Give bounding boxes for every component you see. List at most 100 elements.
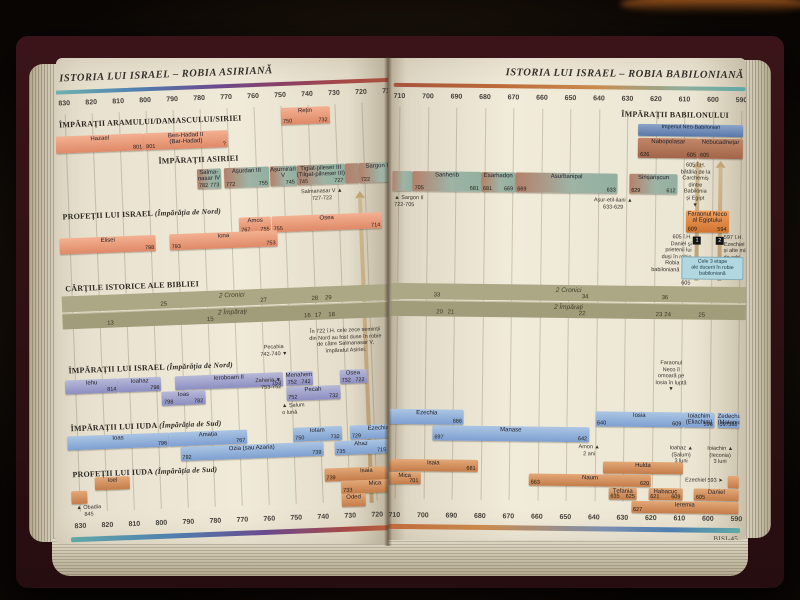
note-robia-babiloniana: Robia babiloniană bbox=[651, 260, 680, 273]
section-header-babilon: ÎMPĂRAȚII BABILONULUI bbox=[621, 109, 729, 120]
axis-year-bottom: 700 bbox=[416, 512, 429, 520]
note-ioahaz: Ioahaz ▲ (Șalum) 3 luni bbox=[669, 445, 693, 465]
note-ioiachin: Ioiachin ▲ (Ieconia) 3 luni bbox=[707, 445, 734, 466]
chapter-number: 15 bbox=[206, 316, 214, 323]
axis-year-bottom: 630 bbox=[616, 514, 629, 522]
axis-year-top: 720 bbox=[355, 88, 367, 97]
note-ezechiel-593: Ezechiel 593 ➤ bbox=[685, 477, 723, 484]
left-page-title: ISTORIA LUI ISRAEL – ROBIA ASIRIANĂ bbox=[59, 65, 273, 85]
chapter-number: 29 bbox=[324, 295, 332, 302]
bar-end-year: 609 bbox=[671, 494, 681, 501]
axis-year-top: 810 bbox=[112, 97, 125, 106]
bar-label: Hazael bbox=[90, 135, 110, 143]
deportation-stage-marker: 1 bbox=[692, 236, 702, 245]
axis-year-bottom: 770 bbox=[236, 516, 249, 524]
bar-label: Iona bbox=[217, 233, 230, 240]
open-book: ISTORIA LUI ISRAEL – ROBIA ASIRIANĂ BISI… bbox=[16, 36, 784, 588]
bar-segment bbox=[344, 163, 360, 184]
bar-ioahaz: Ioahaz 798 bbox=[117, 376, 162, 393]
axis-year-bottom: 610 bbox=[673, 515, 686, 523]
bar-label: Ioel bbox=[107, 477, 118, 484]
page-stack-left bbox=[29, 64, 57, 542]
axis-year-top: 830 bbox=[58, 100, 71, 108]
bar-iotam: Iotam 750 732 bbox=[292, 425, 342, 442]
bar-end-year: 594 bbox=[717, 226, 727, 233]
bar-elisei: Elisei 798 bbox=[59, 234, 157, 255]
bar-label: Naum bbox=[582, 475, 599, 482]
axis-year-top: 690 bbox=[450, 93, 463, 101]
bar-start-year: 732 bbox=[341, 377, 351, 384]
axis-year-bottom: 800 bbox=[155, 519, 168, 528]
bar-start-year: 750 bbox=[295, 435, 305, 442]
axis-year-bottom: 750 bbox=[290, 514, 303, 522]
axis-year-top: 680 bbox=[479, 93, 491, 102]
bar-start-year: 735 bbox=[336, 448, 346, 456]
bar-nabopolasar: Nabopolasar 626 605 bbox=[638, 137, 699, 159]
bar-end-year: 727 bbox=[334, 177, 344, 184]
bar-end-year: 620 bbox=[640, 480, 650, 488]
bar-label: Esarhadon bbox=[483, 172, 513, 180]
bar-end-year: 773 bbox=[210, 182, 220, 189]
bar-label: Iosia bbox=[632, 412, 646, 419]
bar-end-year: 701 bbox=[409, 478, 419, 485]
axis-year-top: 800 bbox=[139, 96, 152, 105]
bar-mica: Mica 701 bbox=[388, 471, 421, 485]
bar-end-year: 739 bbox=[312, 449, 322, 457]
chapter-number: 33 bbox=[433, 292, 441, 299]
bar-end-year: 782 bbox=[194, 398, 204, 405]
bar-isaia: Isaia 681 bbox=[388, 458, 478, 472]
bar-segment bbox=[71, 490, 88, 505]
axis-year-bottom: 760 bbox=[263, 515, 276, 523]
bar-manase: Manase 697 642 bbox=[432, 425, 590, 443]
axis-year-top: 620 bbox=[650, 95, 662, 104]
right-page: ISTORIA LUI ISRAEL – ROBIA BABILONIANĂ B… bbox=[388, 58, 746, 540]
bar-start-year: 627 bbox=[632, 506, 643, 513]
bar-label: Rețin bbox=[297, 107, 313, 115]
bar-start-year: 745 bbox=[298, 178, 309, 186]
bar-end-year: 605 bbox=[686, 152, 697, 159]
page-stack-bottom bbox=[52, 538, 748, 576]
bar-tiglat-pileser-iii-tilgat-pilneser-iii: Tiglat-pileser III (Tilgat-pilneser III)… bbox=[296, 163, 346, 186]
axis-year-bottom: 660 bbox=[530, 513, 543, 521]
note-zaharia: Zaharia ▼ 753-752 bbox=[255, 377, 282, 391]
bar-menahem: Menahem 752 742 bbox=[285, 370, 313, 386]
axis-year-top: 590 bbox=[735, 97, 746, 105]
right-page-title: ISTORIA LUI ISRAEL – ROBIA BABILONIANĂ bbox=[505, 67, 744, 82]
axis-year-bottom: 590 bbox=[730, 515, 743, 524]
bar-end-year: 732 bbox=[328, 392, 339, 400]
bar-end-year: 814 bbox=[107, 386, 117, 393]
bar-label: Elisei bbox=[100, 237, 115, 244]
axis-year-top: 790 bbox=[166, 95, 179, 104]
bar-start-year: 772 bbox=[225, 181, 236, 189]
section-header-prof-israel: PROFEȚII LUI ISRAEL (Împărăția de Nord) bbox=[62, 206, 222, 222]
axis-year-bottom: 670 bbox=[502, 513, 515, 521]
axis-year-bottom: 600 bbox=[701, 515, 714, 523]
bar-end-year: 732 bbox=[330, 433, 340, 441]
left-page-number: BISI-44 bbox=[73, 543, 98, 544]
axis-year-top: 780 bbox=[193, 94, 206, 103]
bar-label: Manase bbox=[500, 427, 522, 434]
axis-year-top: 670 bbox=[507, 94, 520, 102]
bar-salma-nasar-iv: Salma- nasar IV 782 773 bbox=[196, 168, 222, 190]
axis-year-top: 610 bbox=[678, 96, 691, 104]
bar-label: Ezechia bbox=[416, 410, 438, 417]
chapter-number: 18 bbox=[328, 312, 336, 319]
bar-label: Nabopolasar bbox=[651, 138, 686, 146]
bar-așurnirari-v: Așurnirari V 745 bbox=[269, 165, 298, 187]
axis-year-bottom: 810 bbox=[128, 520, 141, 529]
bar-esarhadon: Esarhadon 681 669 bbox=[480, 171, 516, 193]
bar-iosia: Iosia 640 609 bbox=[594, 411, 684, 428]
bar-ahaz: Ahaz 735 715 bbox=[333, 439, 388, 456]
bar-label: Așurdan III bbox=[231, 167, 262, 175]
bar-start-year: 722 bbox=[360, 176, 371, 183]
chapter-number: 25 bbox=[160, 301, 168, 308]
chapter-number: 34 bbox=[581, 294, 589, 301]
axis-year-bottom: 650 bbox=[559, 513, 572, 522]
axis-year-bottom: 680 bbox=[473, 512, 486, 521]
bar-start-year: 621 bbox=[650, 494, 660, 501]
bar-end-year: 722 bbox=[355, 376, 365, 384]
chapter-number: 27 bbox=[260, 297, 268, 304]
note-neco-iosia: Faraonul Neco îl omoară pe Iosia în lupt… bbox=[655, 360, 687, 393]
bar-segment bbox=[392, 170, 413, 192]
